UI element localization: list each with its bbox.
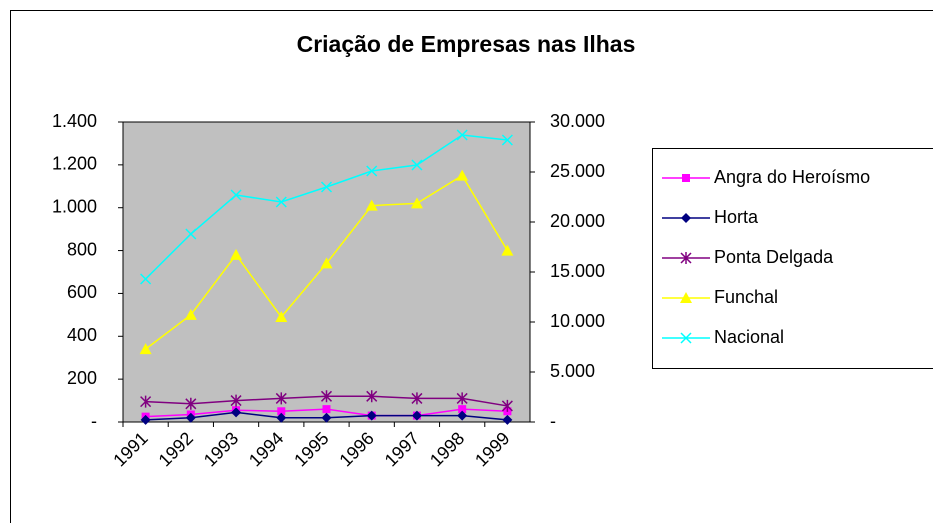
- marker: [185, 228, 197, 240]
- marker: [410, 197, 423, 209]
- y2-tick-label: 20.000: [550, 211, 605, 231]
- marker: [411, 392, 423, 405]
- marker: [276, 412, 287, 423]
- y2-tick-label: 25.000: [550, 161, 605, 181]
- legend-label: Funchal: [714, 287, 778, 307]
- marker: [681, 213, 691, 223]
- legend-label: Ponta Delgada: [714, 247, 834, 267]
- marker: [501, 244, 514, 256]
- marker: [139, 343, 152, 355]
- marker: [231, 407, 242, 418]
- marker: [320, 181, 333, 193]
- plot-area: [122, 121, 531, 423]
- y2-tick-label: -: [550, 411, 556, 431]
- y2-tick-label: 30.000: [550, 111, 605, 131]
- marker: [680, 332, 692, 344]
- marker: [366, 390, 378, 403]
- marker: [501, 134, 513, 146]
- marker: [457, 410, 468, 421]
- marker: [411, 410, 422, 421]
- marker: [502, 414, 513, 425]
- chart-title: Criação de Empresas nas Ilhas: [297, 31, 636, 57]
- legend-label: Angra do Heroísmo: [714, 167, 870, 187]
- marker: [275, 311, 288, 322]
- y-tick-label: 1.200: [52, 154, 97, 174]
- marker: [682, 174, 690, 182]
- marker: [230, 394, 242, 407]
- marker: [456, 129, 468, 141]
- marker: [277, 407, 286, 416]
- marker: [680, 292, 692, 303]
- marker: [230, 189, 242, 201]
- marker: [365, 199, 378, 211]
- y-tick-label: 1.400: [52, 111, 97, 131]
- marker: [320, 257, 333, 269]
- marker: [321, 412, 332, 423]
- y2-tick-label: 5.000: [550, 361, 595, 381]
- marker: [458, 405, 467, 414]
- marker: [456, 392, 468, 405]
- marker: [185, 397, 197, 410]
- marker: [230, 248, 243, 260]
- legend-label: Nacional: [714, 327, 784, 347]
- marker: [140, 414, 151, 425]
- y-tick-label: 600: [67, 282, 97, 302]
- legend-label: Horta: [714, 207, 759, 227]
- y-tick-label: 400: [67, 325, 97, 345]
- marker: [456, 169, 469, 181]
- marker: [185, 412, 196, 423]
- marker: [411, 159, 423, 171]
- y2-tick-label: 10.000: [550, 311, 605, 331]
- marker: [366, 410, 377, 421]
- marker: [184, 308, 197, 320]
- marker: [501, 399, 513, 412]
- marker: [320, 390, 333, 403]
- y-tick-label: 200: [67, 368, 97, 388]
- marker: [322, 405, 331, 414]
- y-tick-label: 800: [67, 239, 97, 259]
- marker: [366, 165, 378, 177]
- marker: [680, 252, 692, 264]
- y2-tick-label: 15.000: [550, 261, 605, 281]
- marker: [275, 196, 287, 208]
- y-tick-label: -: [91, 411, 97, 431]
- marker: [275, 392, 287, 405]
- y-tick-label: 1.000: [52, 196, 97, 216]
- marker: [140, 395, 152, 408]
- marker: [140, 273, 152, 285]
